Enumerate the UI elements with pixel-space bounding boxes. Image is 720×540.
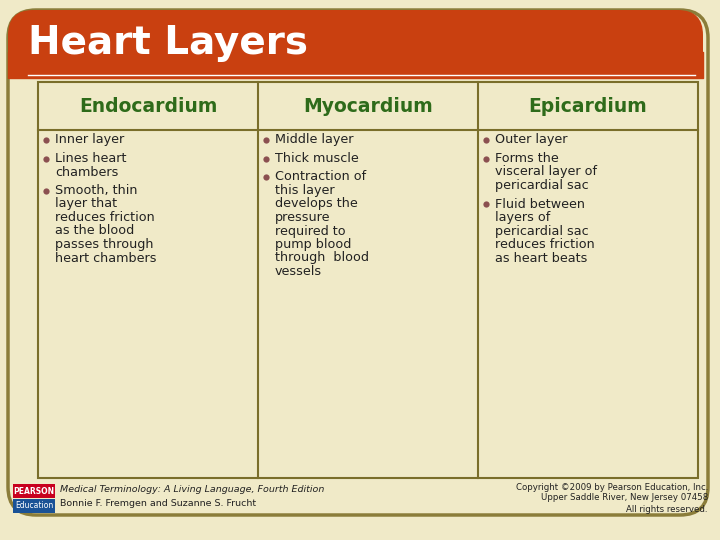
Text: Fluid between: Fluid between — [495, 198, 585, 211]
Text: as the blood: as the blood — [55, 225, 134, 238]
Text: Medical Terminology: A Living Language, Fourth Edition: Medical Terminology: A Living Language, … — [60, 485, 325, 495]
Text: All rights reserved.: All rights reserved. — [626, 504, 708, 514]
Text: Inner layer: Inner layer — [55, 133, 125, 146]
Text: Copyright ©2009 by Pearson Education, Inc.: Copyright ©2009 by Pearson Education, In… — [516, 483, 708, 491]
FancyBboxPatch shape — [8, 10, 708, 515]
Text: vessels: vessels — [275, 265, 322, 278]
Text: through  blood: through blood — [275, 252, 369, 265]
Text: as heart beats: as heart beats — [495, 252, 588, 265]
Text: PEARSON: PEARSON — [14, 487, 55, 496]
Text: Middle layer: Middle layer — [275, 133, 354, 146]
FancyBboxPatch shape — [13, 484, 55, 498]
Text: Heart Layers: Heart Layers — [28, 24, 308, 62]
Text: pericardial sac: pericardial sac — [495, 225, 589, 238]
Text: visceral layer of: visceral layer of — [495, 165, 597, 179]
Text: Thick muscle: Thick muscle — [275, 152, 359, 165]
Text: Smooth, thin: Smooth, thin — [55, 184, 138, 197]
Text: Outer layer: Outer layer — [495, 133, 567, 146]
Text: pericardial sac: pericardial sac — [495, 179, 589, 192]
FancyBboxPatch shape — [8, 10, 703, 78]
Text: Lines heart: Lines heart — [55, 152, 127, 165]
Text: this layer: this layer — [275, 184, 335, 197]
Text: pump blood: pump blood — [275, 238, 351, 251]
Text: required to: required to — [275, 225, 346, 238]
Text: Bonnie F. Fremgen and Suzanne S. Frucht: Bonnie F. Fremgen and Suzanne S. Frucht — [60, 500, 256, 509]
Text: Forms the: Forms the — [495, 152, 559, 165]
Text: passes through: passes through — [55, 238, 153, 251]
Text: Upper Saddle River, New Jersey 07458: Upper Saddle River, New Jersey 07458 — [541, 494, 708, 503]
Text: pressure: pressure — [275, 211, 330, 224]
FancyBboxPatch shape — [13, 499, 55, 513]
Text: Education: Education — [15, 502, 53, 510]
Text: reduces friction: reduces friction — [495, 238, 595, 251]
Text: layers of: layers of — [495, 211, 550, 224]
Text: layer that: layer that — [55, 198, 117, 211]
Text: Myocardium: Myocardium — [303, 97, 433, 116]
Text: chambers: chambers — [55, 165, 118, 179]
Text: Contraction of: Contraction of — [275, 171, 366, 184]
Text: develops the: develops the — [275, 198, 358, 211]
Text: heart chambers: heart chambers — [55, 252, 156, 265]
Text: Epicardium: Epicardium — [528, 97, 647, 116]
Text: reduces friction: reduces friction — [55, 211, 155, 224]
Text: Endocardium: Endocardium — [78, 97, 217, 116]
